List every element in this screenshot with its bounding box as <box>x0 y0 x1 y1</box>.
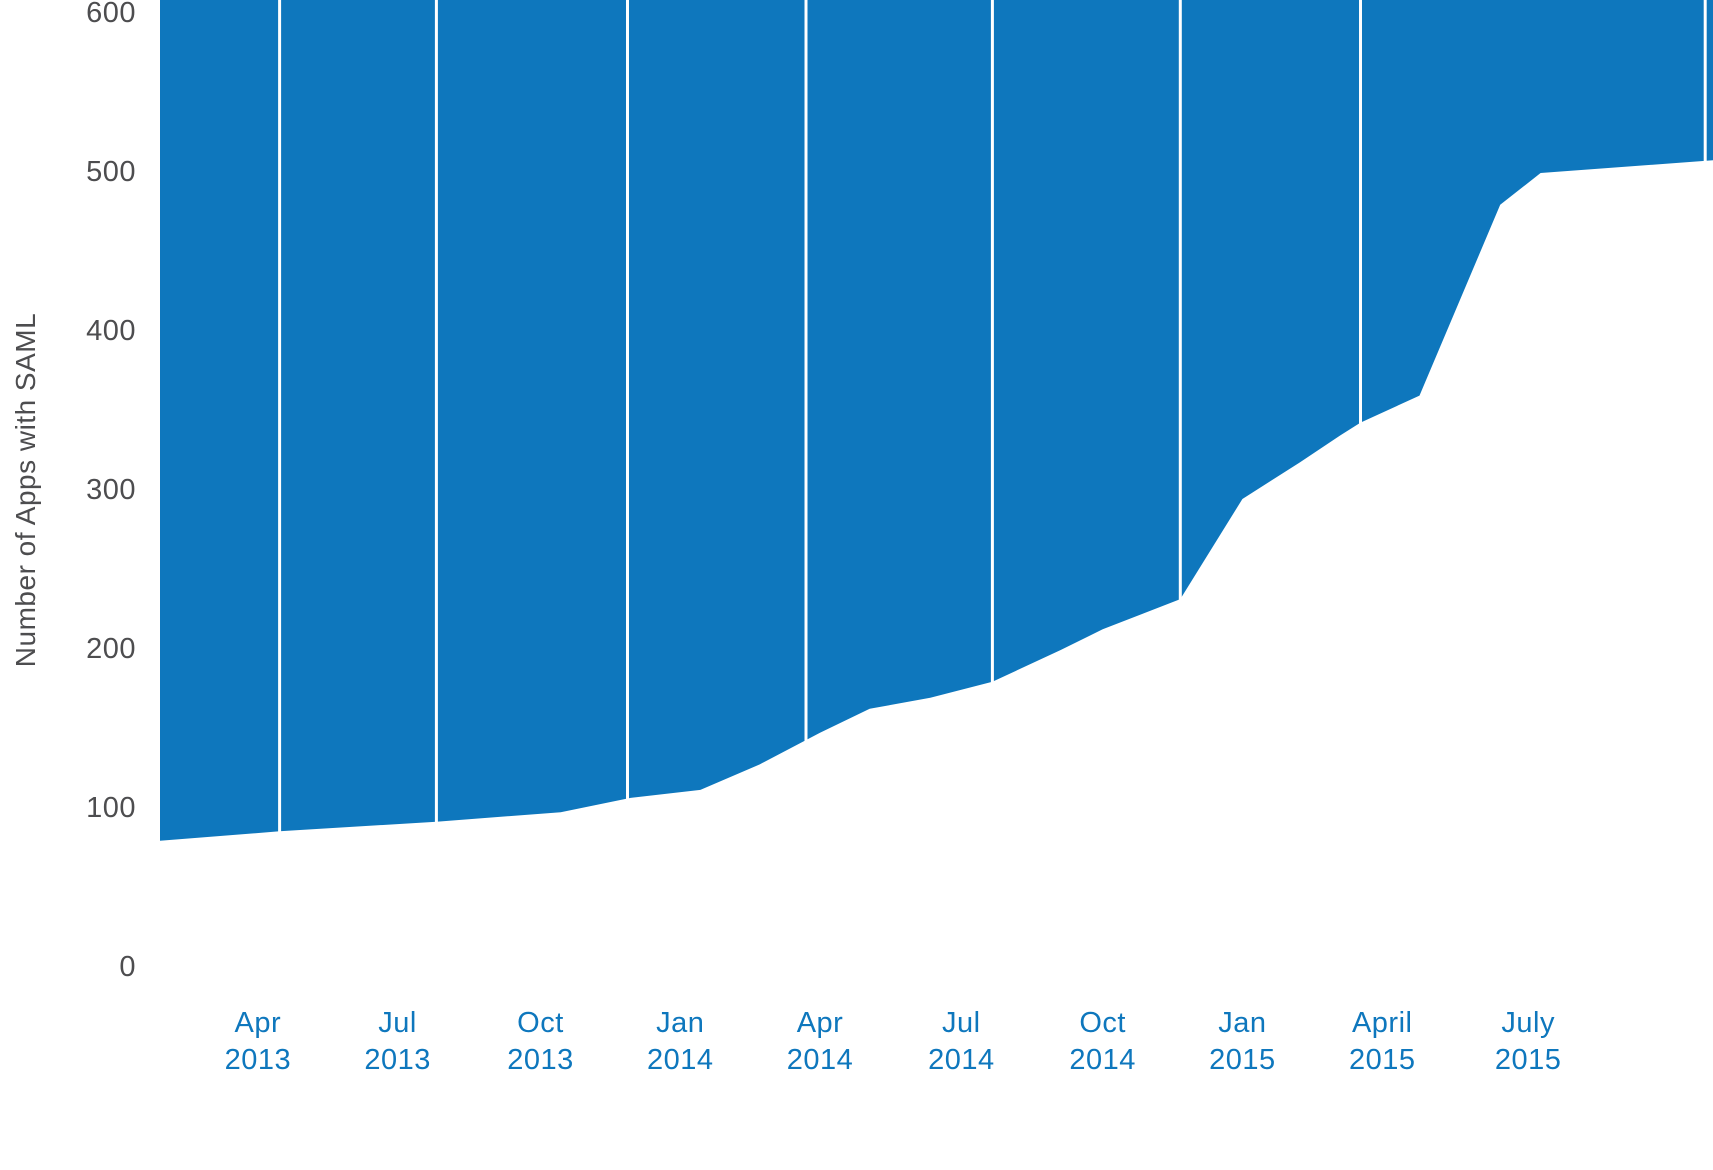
x-tick-year: 2015 <box>1348 1044 1416 1076</box>
x-tick-month: Jan <box>1218 1007 1267 1039</box>
x-tick-label: Oct 2014 <box>1023 1005 1183 1079</box>
x-tick-year: 2014 <box>646 1044 714 1076</box>
x-tick-month: Oct <box>1079 1007 1126 1039</box>
x-tick-label: Jan 2015 <box>1162 1005 1322 1079</box>
x-tick-month: Jan <box>656 1007 705 1039</box>
x-tick-label: Apr 2014 <box>740 1005 900 1079</box>
x-tick-label: Jul 2014 <box>881 1005 1041 1079</box>
x-tick-year: 2014 <box>1069 1044 1136 1076</box>
x-tick-month: Oct <box>517 1007 564 1039</box>
y-tick-label: 0 <box>119 951 136 983</box>
x-tick-month: July <box>1501 1007 1555 1039</box>
y-tick-label: 400 <box>86 315 136 347</box>
x-tick-month: Apr <box>796 1007 844 1039</box>
x-tick-label: Apr 2013 <box>178 1005 338 1079</box>
x-tick-label: April 2015 <box>1302 1005 1462 1079</box>
y-tick-label: 600 <box>86 0 136 29</box>
x-tick-month: April <box>1351 1007 1413 1039</box>
area-plot <box>160 0 1713 968</box>
x-tick-label: Jan 2014 <box>600 1005 760 1079</box>
y-tick-label: 200 <box>86 633 136 665</box>
x-tick-label: Oct 2013 <box>460 1005 620 1079</box>
x-tick-month: Jul <box>942 1007 981 1039</box>
x-tick-month: Jul <box>378 1007 417 1039</box>
x-tick-year: 2014 <box>786 1044 854 1076</box>
x-tick-year: 2015 <box>1209 1044 1276 1076</box>
x-tick-year: 2015 <box>1494 1044 1562 1076</box>
y-tick-label: 100 <box>86 792 136 824</box>
x-tick-year: 2014 <box>928 1044 995 1076</box>
y-tick-label: 300 <box>86 474 136 506</box>
y-tick-label: 500 <box>86 156 136 188</box>
x-tick-year: 2013 <box>224 1044 292 1076</box>
x-tick-year: 2013 <box>364 1044 431 1076</box>
area-series-apps-with-saml <box>160 0 1713 841</box>
x-tick-label: Jul 2013 <box>318 1005 478 1079</box>
x-tick-year: 2013 <box>507 1044 574 1076</box>
x-tick-month: Apr <box>234 1007 282 1039</box>
x-tick-label: July 2015 <box>1448 1005 1608 1079</box>
